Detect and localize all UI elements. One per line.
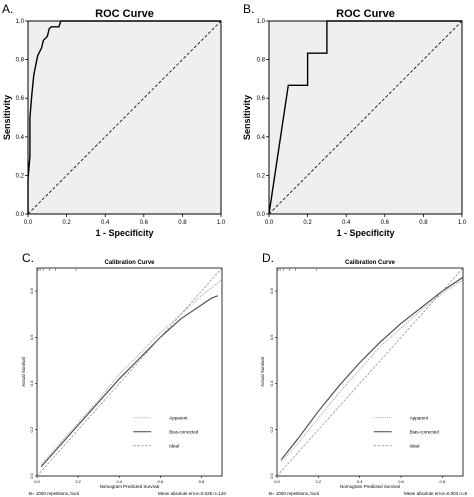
y-tick-label: 0.4 bbox=[269, 380, 274, 386]
roc-curve-line bbox=[27, 20, 221, 214]
y-tick-label: 0.6 bbox=[257, 96, 266, 102]
y-tick-label: 0.2 bbox=[29, 426, 34, 432]
y-axis-label: Actual Survival bbox=[21, 357, 26, 387]
y-axis-label: Sensitivity bbox=[2, 95, 12, 140]
x-axis-label: Nomogram Predicted Survival bbox=[100, 484, 160, 489]
x-tick-label: 0.8 bbox=[199, 479, 205, 484]
chart-title: ROC Curve bbox=[95, 8, 154, 20]
x-tick-label: 0.8 bbox=[178, 220, 187, 226]
y-tick-label: 0.2 bbox=[269, 426, 274, 432]
legend-entry: Ideal bbox=[410, 443, 420, 448]
y-tick-label: 0.0 bbox=[29, 472, 34, 478]
series-line-apparent bbox=[280, 279, 464, 463]
x-tick-label: 0.6 bbox=[381, 220, 390, 226]
series-line-bias-corrected bbox=[280, 276, 464, 461]
panel-d-calibration: D. Calibration Curve 0.0 0.2 0.4 0.6 0.8 0.0 0.2… bbox=[260, 251, 467, 496]
y-tick-label: 0.0 bbox=[269, 472, 274, 478]
y-tick-label: 0.8 bbox=[269, 288, 274, 294]
footnote-repetitions: B= 1000 repetitions, boot bbox=[269, 491, 320, 496]
x-tick-label: 0.0 bbox=[34, 479, 40, 484]
y-tick-label: 0.6 bbox=[16, 96, 25, 102]
y-tick-label: 0.8 bbox=[29, 288, 34, 294]
x-tick-label: 1.0 bbox=[458, 220, 467, 226]
x-tick-label: 0.2 bbox=[62, 220, 71, 226]
panel-label: B. bbox=[243, 2, 254, 16]
y-tick-label: 0.4 bbox=[29, 380, 34, 386]
x-tick-label: 0.8 bbox=[440, 479, 446, 484]
panel-a-roc: A. ROC Curve 0.0 0.2 0.4 0.6 0.8 1.0 0.0 0.2 0.4 0.… bbox=[2, 2, 226, 238]
panel-label: D. bbox=[262, 251, 274, 265]
x-tick-label: 1.0 bbox=[217, 220, 226, 226]
panel-b-roc: B. ROC Curve 0.0 0.2 0.4 0.6 0.8 1.0 0.0 0.2 0.4 0.… bbox=[242, 2, 467, 238]
chart-title: Calibration Curve bbox=[104, 260, 155, 266]
chart-title: Calibration Curve bbox=[345, 260, 396, 266]
y-tick-label: 0.6 bbox=[269, 334, 274, 340]
y-tick-label: 0.6 bbox=[29, 334, 34, 340]
y-tick-label: 0.4 bbox=[257, 135, 266, 141]
x-axis-label: 1 - Specificity bbox=[336, 228, 394, 238]
x-tick-label: 0.6 bbox=[158, 479, 164, 484]
x-tick-label: 0.4 bbox=[101, 220, 110, 226]
y-tick-label: 0.0 bbox=[257, 212, 266, 218]
y-tick-label: 1.0 bbox=[257, 19, 266, 25]
y-axis-label: Sensitivity bbox=[242, 95, 252, 140]
footnote-repetitions: B= 1000 repetitions, boot bbox=[29, 491, 80, 496]
series-line-bias-corrected bbox=[40, 295, 219, 468]
panel-label: C. bbox=[22, 251, 34, 265]
series-line-apparent bbox=[40, 279, 223, 465]
legend-entry: Bias-corrected bbox=[169, 429, 199, 434]
y-tick-label: 0.8 bbox=[16, 58, 25, 64]
x-tick-label: 0.4 bbox=[357, 479, 363, 484]
reference-line bbox=[268, 20, 463, 215]
x-tick-label: 0.2 bbox=[303, 220, 312, 226]
roc-curve-line bbox=[268, 20, 462, 215]
series-line-ideal bbox=[276, 267, 464, 477]
x-axis-label: 1 - Specificity bbox=[95, 228, 153, 238]
panel-label: A. bbox=[2, 2, 13, 16]
y-tick-label: 0.4 bbox=[16, 135, 25, 141]
legend-entry: Ideal bbox=[169, 443, 179, 448]
legend-entry: Apparent bbox=[410, 415, 429, 420]
x-tick-label: 0.6 bbox=[398, 479, 404, 484]
y-tick-label: 0.0 bbox=[16, 212, 25, 218]
y-axis-label: Actual Survival bbox=[260, 357, 265, 387]
y-tick-label: 1.0 bbox=[16, 19, 25, 25]
x-tick-label: 0.4 bbox=[116, 479, 122, 484]
footnote-error: Mean absolute error=0.025 n=120 bbox=[158, 491, 227, 496]
series-line-ideal bbox=[36, 267, 223, 477]
y-tick-label: 0.2 bbox=[16, 173, 25, 179]
x-tick-label: 0.4 bbox=[342, 220, 351, 226]
chart-title: ROC Curve bbox=[336, 8, 395, 20]
x-tick-label: 0.0 bbox=[265, 220, 274, 226]
legend-entry: Apparent bbox=[169, 415, 188, 420]
x-tick-label: 0.6 bbox=[140, 220, 149, 226]
x-tick-label: 0.0 bbox=[274, 479, 280, 484]
x-tick-label: 0.2 bbox=[316, 479, 322, 484]
y-tick-label: 0.2 bbox=[257, 173, 266, 179]
panel-c-calibration: C. Calibration Curve 0.0 0.2 0.4 0.6 0.8 0.0 0.2… bbox=[21, 251, 226, 496]
reference-line bbox=[27, 20, 222, 215]
footnote-error: Mean absolute error=0.003 n=8 bbox=[404, 491, 468, 496]
y-tick-label: 0.8 bbox=[257, 58, 266, 64]
x-tick-label: 0.2 bbox=[75, 479, 81, 484]
legend-entry: Bias-corrected bbox=[410, 429, 440, 434]
x-tick-label: 0.0 bbox=[24, 220, 33, 226]
x-tick-label: 0.8 bbox=[419, 220, 428, 226]
x-axis-label: Nomogram Predicted Survival bbox=[340, 484, 400, 489]
